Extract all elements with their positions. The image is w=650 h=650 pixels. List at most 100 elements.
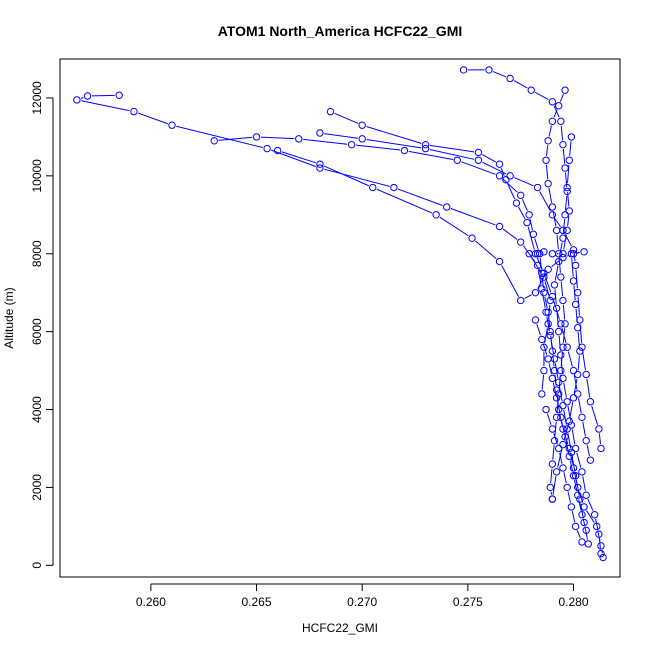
data-point: [582, 436, 590, 445]
series-segment: [578, 499, 582, 511]
series-segment: [554, 363, 559, 379]
series-segment: [542, 343, 548, 355]
data-point: [561, 86, 569, 94]
series-4: [273, 146, 588, 503]
series-segment: [324, 168, 390, 187]
data-point: [531, 316, 540, 324]
series-segment: [176, 125, 263, 149]
series-segment: [554, 218, 561, 228]
data-point: [252, 133, 261, 141]
data-point: [559, 226, 567, 235]
data-point: [561, 211, 569, 219]
series-segment: [591, 405, 599, 425]
data-point: [316, 164, 324, 172]
series-segment: [524, 294, 532, 299]
x-tick-label: 0.260: [136, 595, 166, 609]
x-tick-label: 0.270: [347, 595, 377, 609]
data-point: [550, 281, 559, 289]
data-point: [565, 452, 573, 460]
series-segment: [586, 510, 595, 523]
data-point: [563, 187, 571, 196]
data-point: [525, 211, 533, 219]
data-point: [555, 390, 563, 398]
data-point: [557, 320, 565, 328]
series-segment: [558, 258, 561, 273]
data-point: [559, 440, 567, 449]
data-point: [548, 460, 557, 468]
series-segment: [281, 151, 316, 164]
data-point: [273, 146, 282, 155]
series-segment: [578, 398, 582, 414]
data-point: [582, 491, 590, 499]
series-segment: [536, 323, 541, 336]
series-segment: [573, 254, 576, 262]
series-segment: [355, 144, 401, 151]
series-segment: [595, 518, 599, 530]
series-segment: [554, 265, 559, 281]
series-7: [525, 133, 576, 398]
data-point: [316, 160, 324, 168]
series-segment: [559, 452, 563, 464]
data-point: [548, 495, 557, 503]
series-segment: [475, 240, 497, 260]
series-segment: [539, 191, 551, 212]
data-point: [516, 238, 525, 246]
series-segment: [582, 518, 586, 527]
series-6: [542, 86, 569, 503]
data-point: [559, 250, 567, 258]
series-segment: [573, 479, 578, 492]
series-segment: [303, 138, 348, 145]
series-10: [542, 405, 586, 546]
data-point: [557, 351, 565, 359]
data-point: [540, 366, 548, 375]
data-point: [563, 226, 571, 235]
data-point: [544, 355, 552, 363]
data-point: [586, 398, 595, 406]
data-point: [531, 288, 540, 297]
data-point: [569, 366, 578, 375]
data-point: [569, 472, 578, 480]
y-tick-label: 12000: [30, 81, 44, 115]
data-point: [495, 172, 504, 180]
series-segment: [562, 219, 566, 234]
data-point: [400, 146, 409, 155]
data-point: [525, 250, 533, 258]
data-point: [559, 401, 567, 410]
series-segment: [569, 141, 572, 156]
series-segment: [563, 472, 567, 484]
data-point: [565, 156, 573, 164]
series-segment: [582, 421, 586, 437]
data-point: [263, 144, 271, 153]
series-layer: [73, 66, 607, 562]
series-segment: [81, 100, 130, 112]
y-tick-label: 0: [30, 562, 44, 569]
y-axis-label: Altitude (m): [2, 287, 16, 348]
series-segment: [408, 150, 454, 160]
series-segment: [366, 126, 422, 144]
data-point: [599, 553, 607, 562]
series-segment: [548, 304, 551, 320]
series-segment: [565, 440, 569, 453]
series-segment: [542, 293, 546, 308]
data-point: [582, 526, 590, 534]
series-segment: [461, 161, 496, 175]
data-point: [578, 538, 586, 546]
series-segment: [541, 374, 545, 390]
data-point: [548, 211, 557, 219]
series-segment: [551, 259, 560, 267]
series-segment: [502, 178, 518, 193]
series-segment: [546, 316, 550, 332]
series-segment: [557, 448, 563, 468]
data-point: [559, 343, 567, 351]
data-point: [580, 518, 588, 527]
series-segment: [529, 218, 533, 231]
data-point: [563, 183, 571, 192]
data-point: [210, 137, 218, 145]
series-segment: [580, 503, 584, 519]
series-segment: [579, 324, 583, 343]
series-segment: [576, 530, 581, 539]
series-segment: [576, 452, 582, 468]
series-segment: [560, 351, 564, 367]
data-point: [390, 183, 398, 192]
